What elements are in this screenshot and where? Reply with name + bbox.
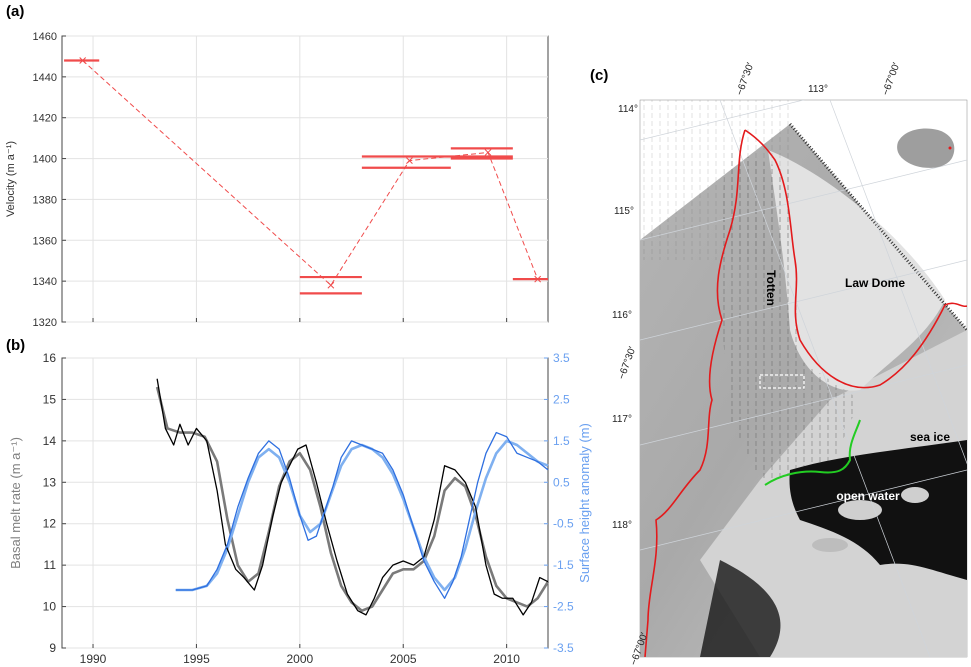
map-graticule xyxy=(640,100,967,657)
velocity-point-marker xyxy=(406,157,413,164)
velocity-y-ticks: 1320 1340 1360 1380 1400 1420 1440 1460 xyxy=(33,31,66,329)
melt-height-chart: 9 10 11 12 13 14 15 16 -3.5 -2.5 -1.5 -0.5 0.5 1.5 2.… xyxy=(8,351,592,666)
height-y-tick-label: -0.5 xyxy=(553,517,574,531)
melt-rate-line xyxy=(155,386,550,613)
melt-plot-frame xyxy=(61,357,549,649)
velocity-y-tick-label: 1380 xyxy=(33,194,57,206)
panel-label-c: (c) xyxy=(590,67,608,84)
melt-y-tick-label: 10 xyxy=(43,600,57,614)
height-y-tick-label: 0.5 xyxy=(553,475,570,489)
velocity-y-tick-label: 1320 xyxy=(33,317,57,329)
melt-y-axis-label: Basal melt rate (m a⁻¹) xyxy=(8,437,23,569)
height-y-axis-label: Surface height anomaly (m) xyxy=(577,423,592,583)
x-tick-label: 2005 xyxy=(390,652,417,666)
grounding-line-law-dome xyxy=(744,129,967,389)
melt-y-tick-label: 11 xyxy=(44,558,57,572)
melt-height-series xyxy=(155,378,550,616)
x-tick-label: 1990 xyxy=(80,652,107,666)
shared-x-ticks: 1990 1995 2000 2005 2010 xyxy=(80,644,520,666)
height-right-y-ticks: -3.5 -2.5 -1.5 -0.5 0.5 1.5 2.5 3.5 xyxy=(544,351,574,655)
velocity-point-marker xyxy=(79,57,87,64)
law-dome-label: Law Dome xyxy=(845,276,905,290)
velocity-point-marker xyxy=(534,275,542,283)
height-y-tick-label: -1.5 xyxy=(553,558,574,572)
melt-y-tick-label: 14 xyxy=(43,434,57,448)
lat-label-67-30-left: −67°30′ xyxy=(616,345,638,381)
panel-label-b: (b) xyxy=(6,337,25,354)
height-y-tick-label: 1.5 xyxy=(553,434,570,448)
open-water-label: open water xyxy=(836,489,900,503)
melt-y-tick-label: 13 xyxy=(43,475,57,489)
sea-ice-label: sea ice xyxy=(910,430,950,444)
velocity-point-marker xyxy=(484,149,492,156)
melt-grid xyxy=(62,357,548,649)
velocity-y-tick-label: 1420 xyxy=(33,113,57,125)
melt-left-y-ticks: 9 10 11 12 13 14 15 16 xyxy=(43,351,66,655)
lat-label-67-00-top: −67°00′ xyxy=(880,61,902,97)
velocity-y-tick-label: 1460 xyxy=(33,31,57,43)
velocity-chart: 1320 1340 1360 1380 1400 1420 1440 1460 Velocit… xyxy=(5,31,549,329)
ice-front-line xyxy=(764,419,861,486)
x-tick-label: 2010 xyxy=(493,652,520,666)
lon-label-113: 113° xyxy=(808,84,828,95)
velocity-y-tick-label: 1440 xyxy=(33,72,57,84)
map-panel: Totten Law Dome sea ice open water 114° … xyxy=(612,61,968,667)
ice-floe xyxy=(812,538,848,552)
velocity-point-marker xyxy=(327,281,335,289)
lon-label-118: 118° xyxy=(612,520,632,531)
x-tick-label: 2000 xyxy=(286,652,313,666)
velocity-vectors-upper xyxy=(640,100,790,260)
lon-label-115: 115° xyxy=(614,206,634,217)
lon-label-114: 114° xyxy=(618,104,638,115)
dark-floe-area xyxy=(700,560,781,657)
velocity-plot-frame xyxy=(61,35,549,323)
highlight-box xyxy=(759,374,805,389)
melt-y-tick-label: 12 xyxy=(43,517,57,531)
lat-label-67-30-top: −67°30′ xyxy=(734,61,756,97)
totten-label: Totten xyxy=(764,270,778,306)
height-y-tick-label: -3.5 xyxy=(553,641,574,655)
velocity-intervals xyxy=(64,59,548,295)
imagery-edge xyxy=(788,123,967,331)
melt-rate-line xyxy=(156,378,549,616)
grounding-line-west xyxy=(644,129,746,657)
height-anomaly-line xyxy=(175,431,549,599)
height-y-tick-label: 3.5 xyxy=(553,351,570,365)
velocity-y-tick-label: 1400 xyxy=(33,154,57,166)
x-tick-label: 1995 xyxy=(183,652,210,666)
velocity-y-axis-label: Velocity (m a⁻¹) xyxy=(5,141,17,217)
antarctica-inset xyxy=(897,128,955,168)
velocity-y-tick-label: 1340 xyxy=(33,276,57,288)
height-y-tick-label: -2.5 xyxy=(553,600,574,614)
lon-label-116: 116° xyxy=(612,310,632,321)
law-dome-area xyxy=(768,150,945,391)
lon-label-117: 117° xyxy=(612,414,632,425)
velocity-series xyxy=(79,57,542,289)
ice-floe xyxy=(901,487,929,503)
melt-y-tick-label: 16 xyxy=(43,351,57,365)
velocity-grid xyxy=(62,35,548,323)
melt-y-tick-label: 9 xyxy=(49,641,56,655)
height-y-tick-label: 2.5 xyxy=(553,392,570,406)
panel-label-a: (a) xyxy=(6,3,24,20)
ice-floe xyxy=(838,500,882,520)
melt-y-tick-label: 15 xyxy=(43,392,57,406)
velocity-y-tick-label: 1360 xyxy=(33,235,57,247)
